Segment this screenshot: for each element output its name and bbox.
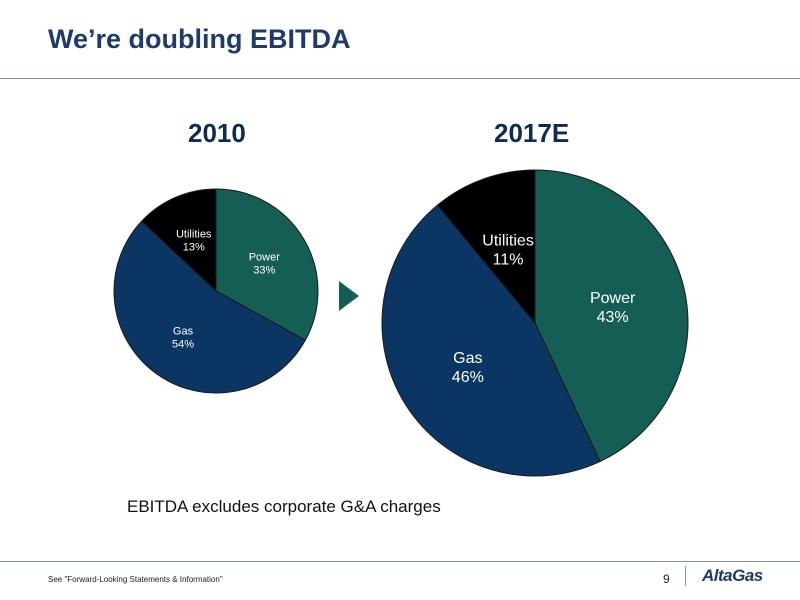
- ebitda-note: EBITDA excludes corporate G&A charges: [127, 497, 441, 516]
- triangle-right-icon: [339, 281, 359, 311]
- slice-label-gas: Gas: [173, 325, 194, 337]
- page-number: 9: [663, 572, 670, 586]
- pie-slice-gas: [381, 204, 601, 477]
- slice-label-power: Power: [590, 290, 636, 307]
- slice-value-power: 43%: [597, 309, 629, 326]
- slide-title: We’re doubling EBITDA: [48, 24, 351, 54]
- pie-slice-utilities: [140, 188, 217, 293]
- slice-label-power: Power: [249, 251, 281, 263]
- pie-slice-gas: [113, 220, 307, 394]
- slice-value-gas: 54%: [172, 338, 194, 350]
- slice-value-gas: 46%: [452, 369, 484, 386]
- slice-value-utilities: 11%: [493, 251, 524, 268]
- pie-slice-power: [215, 188, 319, 341]
- footer-divider: [0, 561, 800, 562]
- slice-label-utilities: Utilities: [482, 232, 534, 249]
- title-divider: [0, 78, 800, 79]
- pie-slice-power: [534, 169, 689, 463]
- forward-looking-link[interactable]: See "Forward-Looking Statements & Inform…: [48, 575, 223, 584]
- slice-value-power: 33%: [253, 264, 275, 276]
- slice-label-gas: Gas: [453, 350, 482, 367]
- pie-title-2010: 2010: [188, 118, 246, 148]
- altagas-logo: AltaGas: [702, 566, 763, 585]
- slice-label-utilities: Utilities: [176, 229, 212, 241]
- pie-title-2017e: 2017E: [494, 118, 570, 148]
- slice-value-utilities: 13%: [183, 242, 205, 254]
- pie-chart-2017e: Power 43% Gas 46% Utilities 11%: [381, 169, 689, 477]
- pie-slice-utilities: [436, 169, 536, 325]
- footer-vertical-divider: [685, 566, 686, 586]
